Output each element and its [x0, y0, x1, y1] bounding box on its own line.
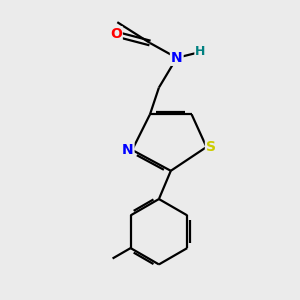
Text: N: N: [171, 51, 183, 65]
Text: N: N: [122, 143, 134, 157]
Text: S: S: [206, 140, 216, 154]
Text: H: H: [195, 45, 206, 58]
Text: O: O: [110, 27, 122, 41]
